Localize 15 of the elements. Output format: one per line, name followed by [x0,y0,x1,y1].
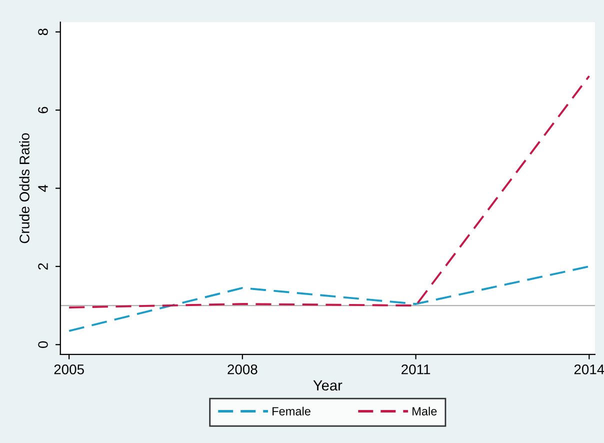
legend-label: Female [272,406,310,416]
x-tick-label: 2008 [228,364,258,374]
line-series [68,265,590,332]
y-tick-label: 4 [38,184,48,192]
x-tick-label: 2011 [402,364,430,374]
x-tick-label: 2014 [574,364,604,374]
y-axis-title: Crude Odds Ratio [19,133,30,244]
legend-label: Male [412,406,437,416]
y-tick-label: 2 [38,263,48,270]
y-tick-label: 0 [38,341,48,348]
x-axis-title: Year [313,380,342,391]
y-tick-label: 8 [38,28,48,36]
y-tick-label: 6 [38,106,48,114]
x-tick-label: 2005 [54,364,84,374]
line-series [68,75,590,308]
